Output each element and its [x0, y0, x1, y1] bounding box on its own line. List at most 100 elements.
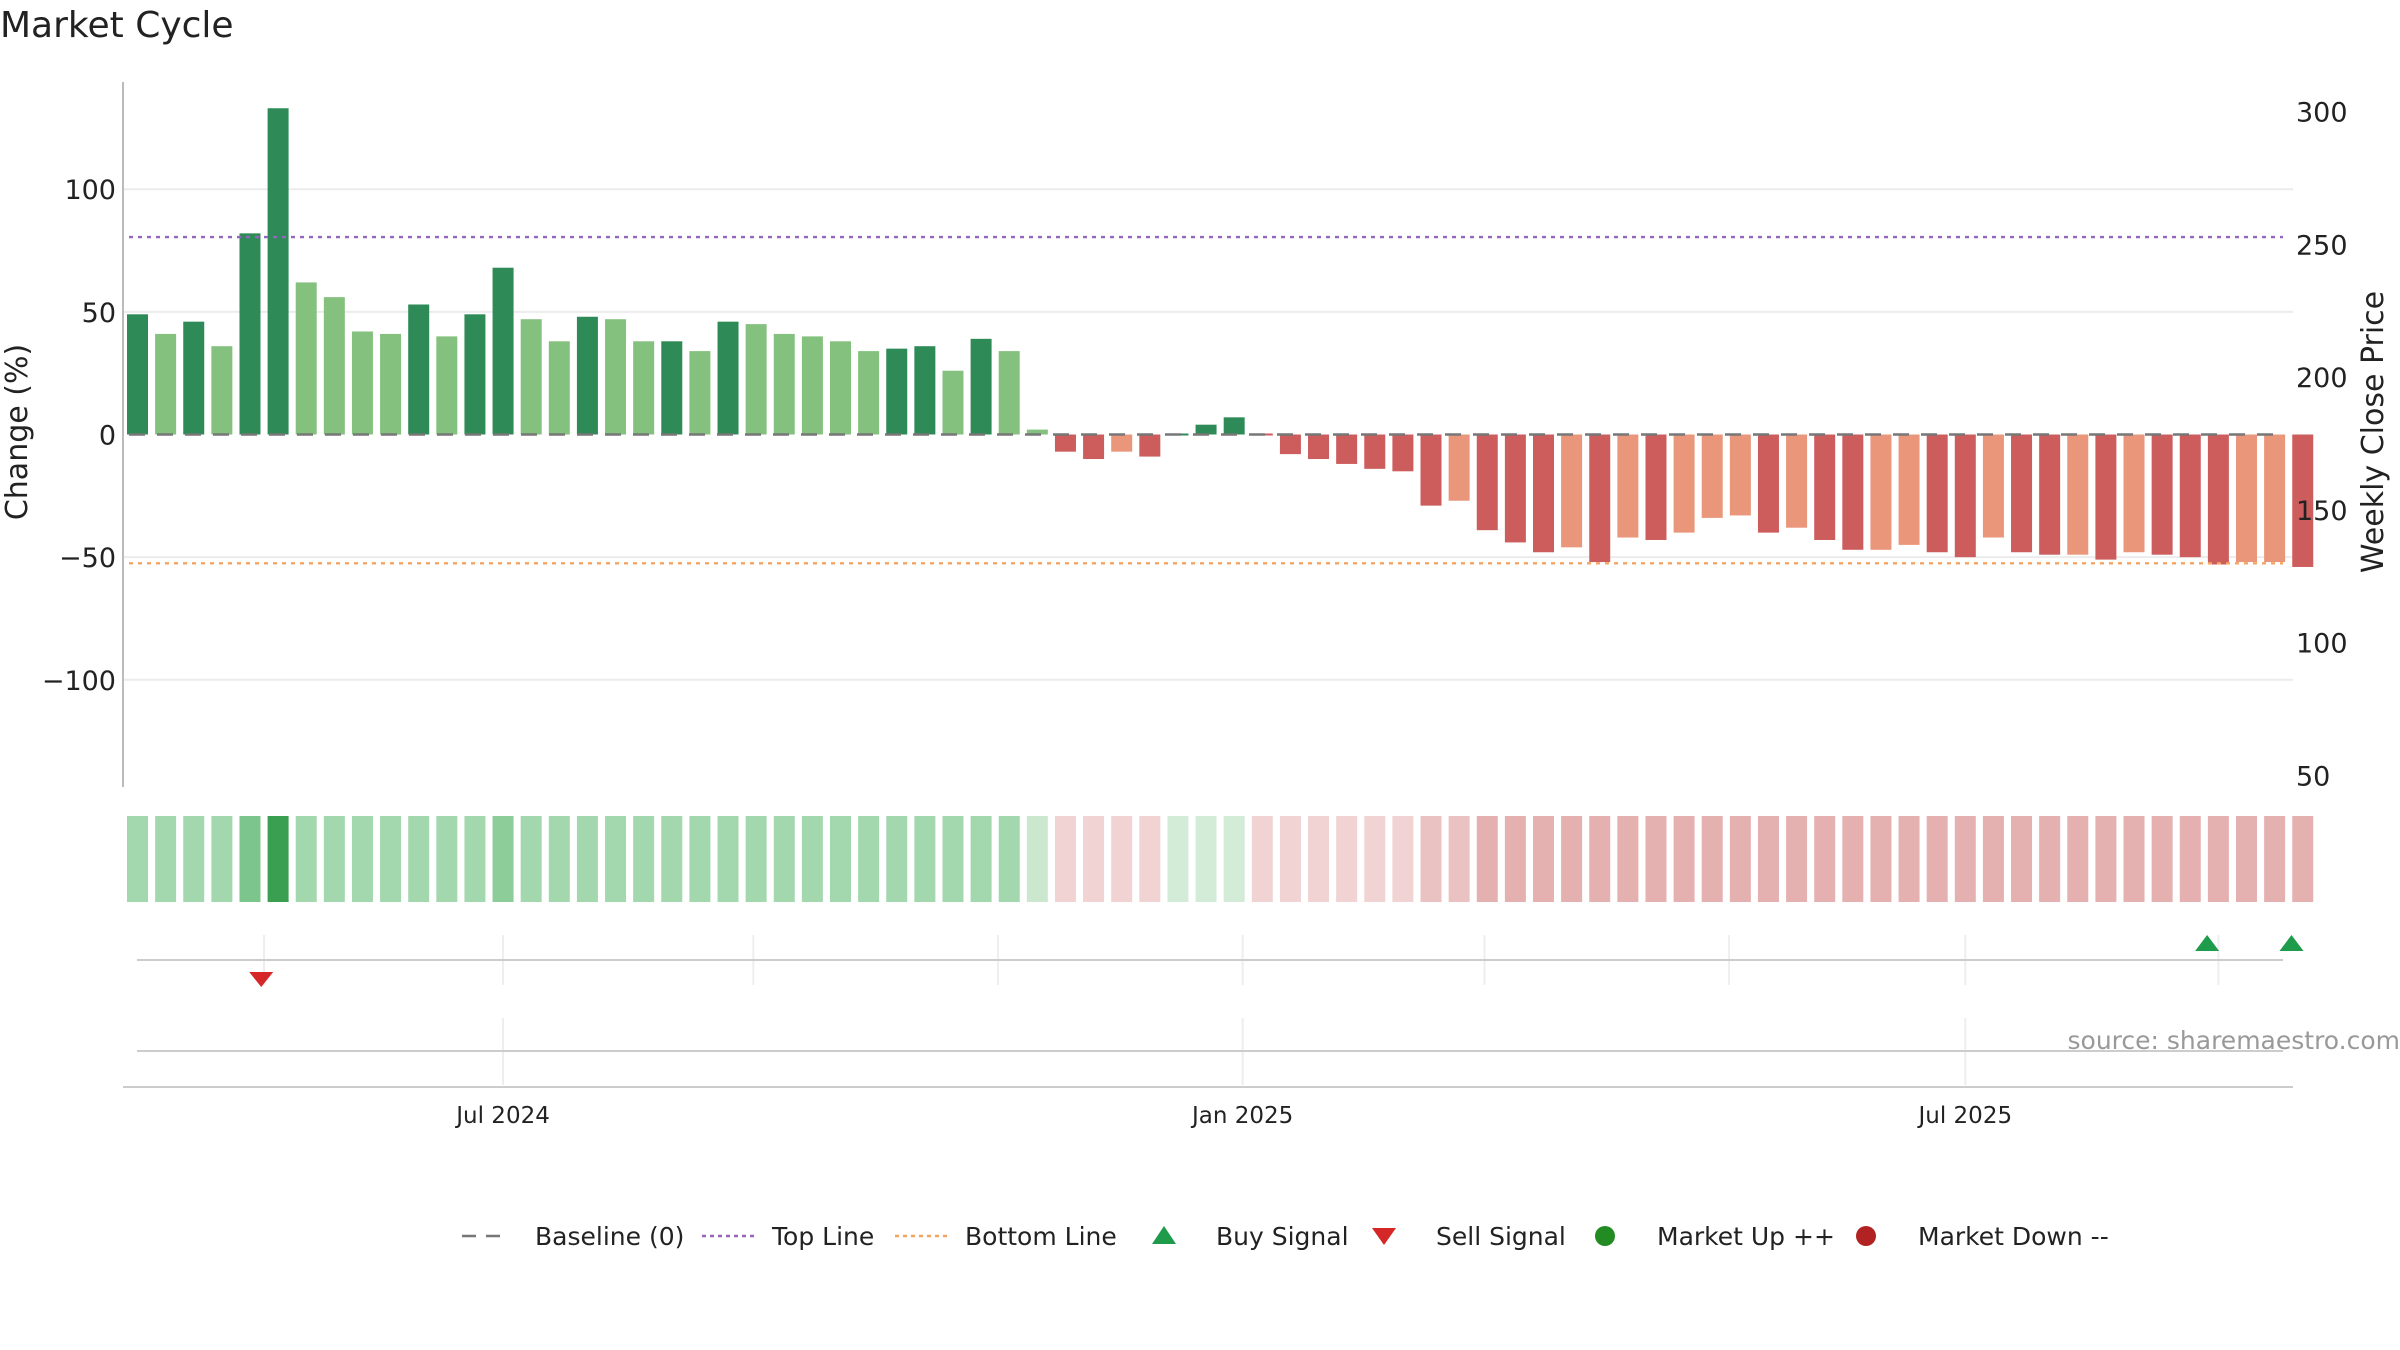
- bar: [914, 346, 936, 435]
- heat-cell: [745, 816, 767, 902]
- heat-cell: [1982, 816, 2004, 902]
- bar: [1476, 434, 1498, 531]
- bar: [408, 304, 430, 435]
- heat-cell: [914, 816, 936, 902]
- bar: [464, 314, 486, 435]
- legend-item: Baseline (0): [462, 1222, 684, 1251]
- y-tick-label: 100: [64, 175, 116, 206]
- heat-cell: [408, 816, 430, 902]
- legend-label: Bottom Line: [965, 1222, 1117, 1251]
- bar: [2039, 434, 2061, 555]
- buy-signal-marker: [2195, 935, 2220, 951]
- bar: [1673, 434, 1695, 533]
- heat-cell: [2292, 816, 2314, 902]
- bar: [1420, 434, 1442, 506]
- bar: [773, 333, 795, 435]
- bar: [1054, 434, 1076, 452]
- heat-cell: [2207, 816, 2229, 902]
- y2-tick-label: 150: [2296, 496, 2348, 527]
- y-axis-label: Change (%): [0, 344, 35, 520]
- heat-cell: [211, 816, 233, 902]
- bar: [858, 351, 880, 435]
- grid-layer: [123, 188, 2293, 681]
- bar: [1111, 434, 1133, 452]
- bar: [2292, 434, 2314, 567]
- x-tick-label: Jan 2025: [1190, 1103, 1293, 1129]
- bar: [1561, 434, 1583, 548]
- bar: [492, 267, 514, 435]
- heat-cell: [2179, 816, 2201, 902]
- bar: [548, 341, 570, 435]
- heat-cell: [1814, 816, 1836, 902]
- heat-cell: [1701, 816, 1723, 902]
- heat-cell: [1364, 816, 1386, 902]
- bar: [886, 348, 908, 435]
- heat-cell: [351, 816, 373, 902]
- bar: [661, 341, 683, 435]
- legend-label: Top Line: [771, 1222, 874, 1251]
- bar: [1533, 434, 1554, 553]
- heat-cell: [492, 816, 514, 902]
- heat-cell: [1926, 816, 1948, 902]
- heat-cell: [1533, 816, 1554, 902]
- bar: [1982, 434, 2004, 538]
- bar: [1336, 434, 1358, 464]
- heat-cell: [1195, 816, 1217, 902]
- bar: [1870, 434, 1892, 550]
- bar: [1898, 434, 1920, 545]
- chart-title: Market Cycle: [0, 5, 234, 46]
- bar: [1364, 434, 1386, 469]
- bar: [970, 338, 992, 435]
- legend-swatch: [1595, 1226, 1615, 1246]
- bar: [2151, 434, 2173, 555]
- bar: [1223, 417, 1245, 435]
- heat-cell: [1504, 816, 1526, 902]
- heat-cell: [1336, 816, 1358, 902]
- legend-item: Sell Signal: [1372, 1222, 1566, 1251]
- bar: [1786, 434, 1808, 528]
- heat-cell: [1167, 816, 1189, 902]
- bar: [380, 333, 402, 435]
- legend-label: Baseline (0): [535, 1222, 684, 1251]
- y-tick-label: 0: [99, 421, 116, 452]
- heat-cell: [464, 816, 486, 902]
- heat-cell: [548, 816, 570, 902]
- heat-cell: [1308, 816, 1330, 902]
- heat-cell: [1561, 816, 1583, 902]
- bar: [998, 351, 1020, 435]
- bar: [801, 336, 823, 435]
- heat-cell: [970, 816, 992, 902]
- bar: [127, 314, 148, 435]
- y2-tick-label: 100: [2296, 629, 2348, 660]
- bar: [183, 321, 205, 435]
- heat-cell: [1251, 816, 1273, 902]
- legend-swatch: [1152, 1226, 1176, 1244]
- heat-cell: [661, 816, 683, 902]
- bar: [633, 341, 655, 435]
- heat-cell: [576, 816, 598, 902]
- heat-cell: [858, 816, 880, 902]
- signal-strip: [137, 935, 2304, 1085]
- bar: [2011, 434, 2033, 553]
- heat-cell: [380, 816, 402, 902]
- heat-cell: [886, 816, 908, 902]
- heat-cell: [1279, 816, 1301, 902]
- bar: [1617, 434, 1639, 538]
- heat-cell: [155, 816, 177, 902]
- heat-cell: [2011, 816, 2033, 902]
- heat-cell: [2039, 816, 2061, 902]
- heat-cell: [717, 816, 739, 902]
- y2-tick-label: 200: [2296, 363, 2348, 394]
- bar: [1279, 434, 1301, 455]
- bar: [689, 351, 711, 435]
- heat-cell: [1139, 816, 1161, 902]
- legend-item: Buy Signal: [1152, 1222, 1349, 1251]
- bar: [2095, 434, 2117, 560]
- legend-item: Market Up ++: [1595, 1222, 1835, 1251]
- bar: [1842, 434, 1864, 550]
- heat-cell: [2236, 816, 2257, 902]
- x-axis: Jul 2024 Jan 2025 Jul 2025: [123, 1086, 2293, 1129]
- bar: [1504, 434, 1526, 543]
